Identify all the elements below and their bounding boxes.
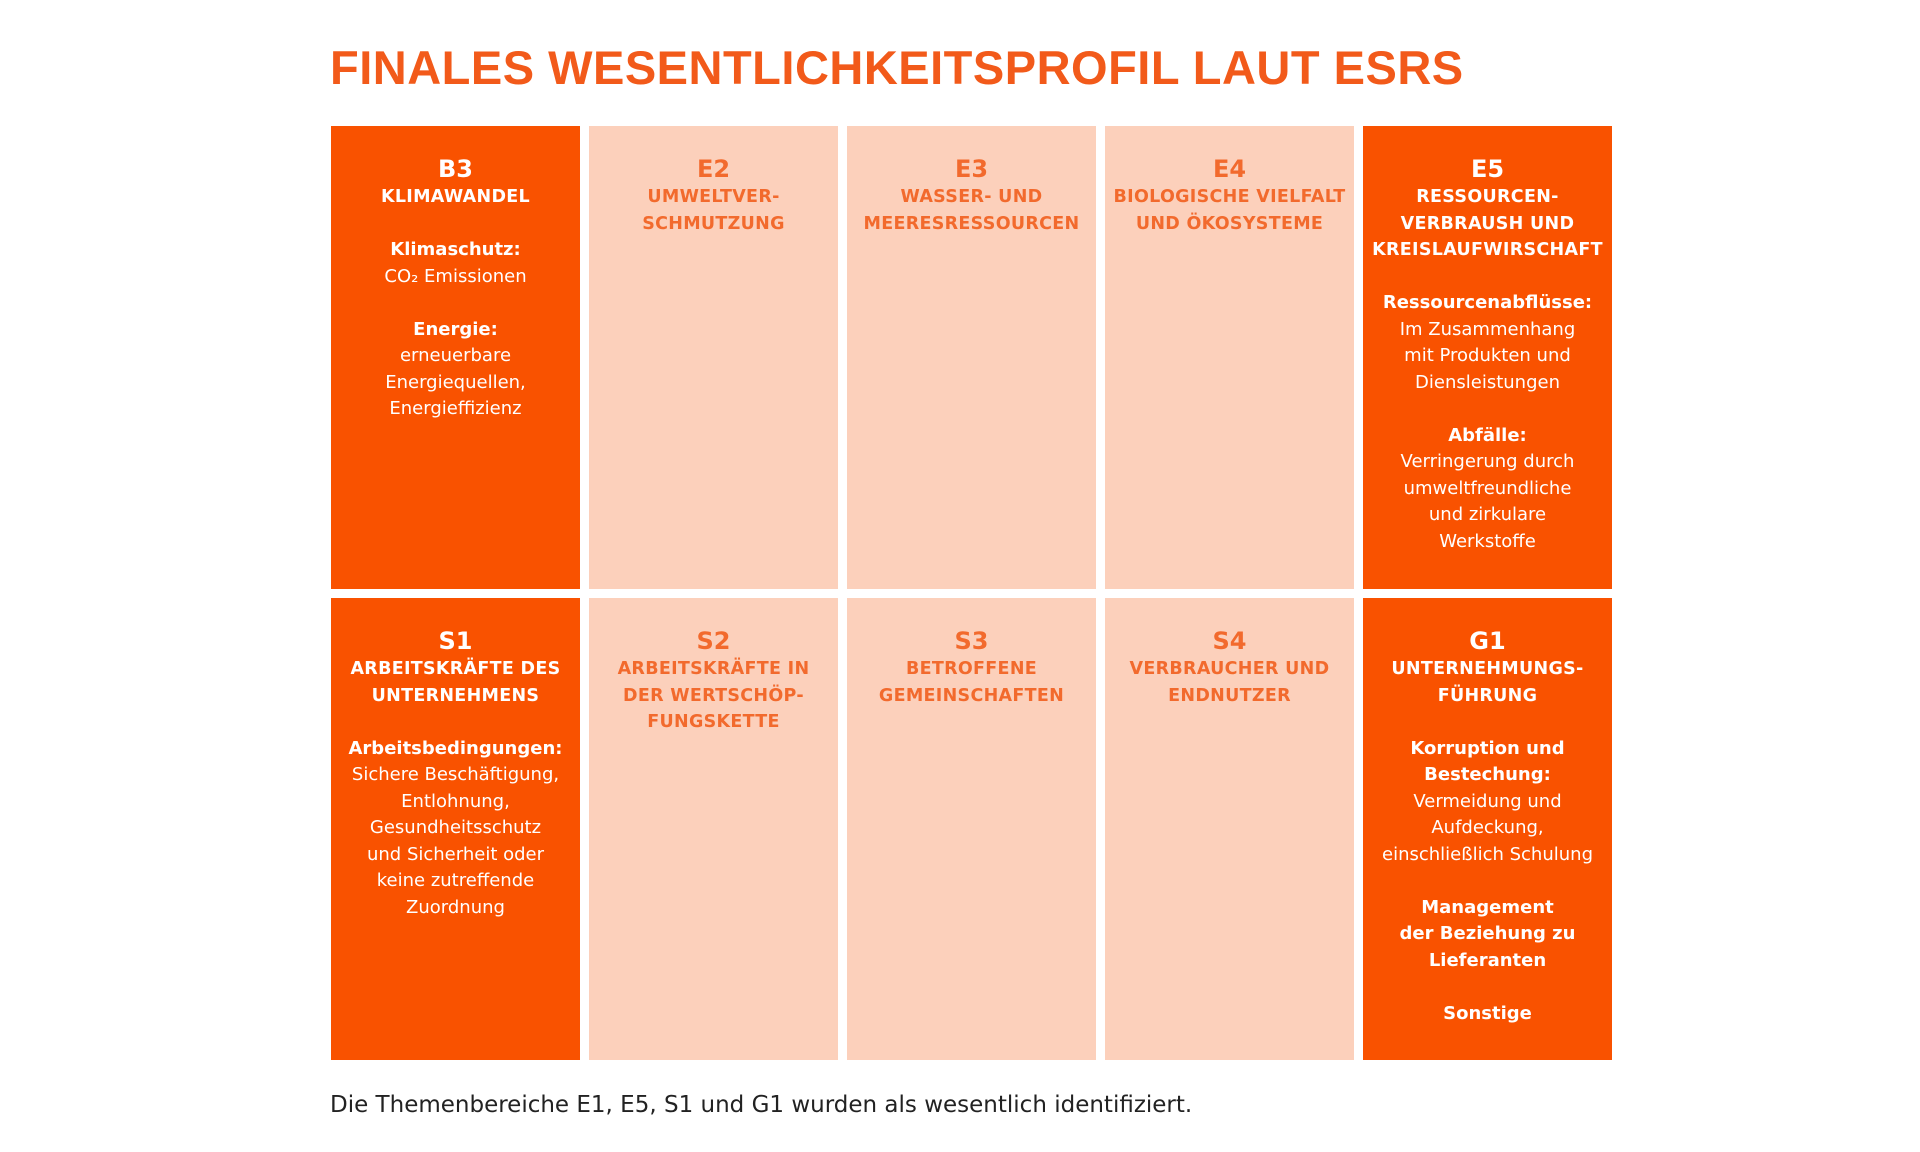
block-heading: Abfälle: xyxy=(1448,424,1527,446)
topic-code: E4 xyxy=(1212,155,1247,183)
block-text: Energieffizienz xyxy=(389,398,522,419)
block-heading: Korruption und xyxy=(1410,737,1565,759)
topic-title: WASSER- UND xyxy=(900,187,1043,207)
block-text: Werkstoffe xyxy=(1439,530,1536,552)
block-heading: der Beziehung zu xyxy=(1399,923,1576,944)
topic-code: S3 xyxy=(954,627,989,655)
topic-title: KREISLAUFWIRSCHAFT xyxy=(1372,240,1603,260)
block-heading: Klimaschutz: xyxy=(390,239,521,260)
block-heading: Ressourcenabflüsse: xyxy=(1382,292,1593,313)
topic-cell: G1 UNTERNEHMUNGS- FÜHRUNG Korruption und Bes… xyxy=(1363,598,1612,1060)
topic-title: ARBEITSKRÄFTE DES xyxy=(350,659,561,679)
block-heading: Energie: xyxy=(413,318,498,340)
topic-block: Ressourcenabflüsse: Im Zusammenhang mit Pr… xyxy=(1363,290,1612,396)
page-title: FINALES WESENTLICHKEITSPROFIL LAUT ESRS xyxy=(330,41,1464,94)
topic-code: E2 xyxy=(696,155,731,183)
topic-cell: S1 ARBEITSKRÄFTE DES UNTERNEHMENS Arbeitsbe… xyxy=(331,598,580,1060)
topic-block: Abfälle: Verringerung durch umweltfreundli… xyxy=(1363,423,1612,556)
topic-title: BIOLOGISCHE VIELFALT xyxy=(1113,187,1346,207)
topic-cell: E5 RESSOURCEN- VERBRAUSH UND KREISLAUFWIRSC… xyxy=(1363,126,1612,589)
topic-title: UNTERNEHMUNGS- xyxy=(1391,659,1584,679)
block-text: Diensleistungen xyxy=(1415,371,1560,393)
block-text: Sichere Beschäftigung, xyxy=(351,764,560,785)
block-text: umweltfreundliche xyxy=(1403,477,1572,499)
topic-title: UNTERNEHMENS xyxy=(371,685,540,706)
block-heading: Management xyxy=(1421,896,1554,918)
block-text: Entlohnung, xyxy=(401,790,510,812)
block-text: Aufdeckung, xyxy=(1431,817,1544,838)
block-heading: Lieferanten xyxy=(1428,949,1547,971)
block-text: und Sicherheit oder xyxy=(366,843,545,865)
topic-title: VERBRAUSH UND xyxy=(1400,213,1575,234)
topic-block: Energie: erneuerbare Energiequellen, Energi… xyxy=(331,317,580,423)
topic-code: E5 xyxy=(1470,155,1505,183)
topic-cell: S2 ARBEITSKRÄFTE IN DER WERTSCHÖP- FUNGSKET… xyxy=(589,598,838,1060)
topic-cell: S4 VERBRAUCHER UND ENDNUTZER xyxy=(1105,598,1354,1060)
topic-title: BETROFFENE xyxy=(905,659,1038,679)
topic-title: KLIMAWANDEL xyxy=(380,187,531,207)
block-text: mit Produkten und xyxy=(1404,345,1571,366)
block-text: keine zutreffende xyxy=(376,870,535,891)
topic-cell: B3 KLIMAWANDEL Klimaschutz: CO₂ Emissionen E… xyxy=(331,126,580,589)
topic-block: Klimaschutz: CO₂ Emissionen xyxy=(331,237,580,290)
topic-cell: E3 WASSER- UND MEERESRESSOURCEN xyxy=(847,126,1096,589)
block-text: Gesundheitsschutz xyxy=(369,817,542,838)
block-text: Energiequellen, xyxy=(385,371,526,393)
block-text: Im Zusammenhang xyxy=(1399,318,1576,340)
topic-title: FUNGSKETTE xyxy=(647,712,780,732)
topic-code: S2 xyxy=(696,627,731,655)
topic-cell: S3 BETROFFENE GEMEINSCHAFTEN xyxy=(847,598,1096,1060)
topic-cell: E2 UMWELTVER- SCHMUTZUNG xyxy=(589,126,838,589)
topic-code: S4 xyxy=(1212,627,1247,655)
topic-title: GEMEINSCHAFTEN xyxy=(878,685,1065,706)
footer-note: Die Themenbereiche E1, E5, S1 und G1 wur… xyxy=(330,1092,1193,1118)
topic-cell: E4 BIOLOGISCHE VIELFALT UND ÖKOSYSTEME xyxy=(1105,126,1354,589)
topic-code: S1 xyxy=(438,627,473,655)
topic-title: ARBEITSKRÄFTE IN xyxy=(617,659,810,679)
topic-title: FÜHRUNG xyxy=(1437,685,1538,706)
topic-code: G1 xyxy=(1469,627,1506,655)
topic-title: RESSOURCEN- xyxy=(1416,187,1559,207)
topic-title: SCHMUTZUNG xyxy=(642,213,785,234)
topic-title: UND ÖKOSYSTEME xyxy=(1135,213,1324,234)
topic-block: Arbeitsbedingungen: Sichere Beschäftigung… xyxy=(331,736,580,922)
block-text: CO₂ Emissionen xyxy=(384,265,527,287)
block-heading: Bestechung: xyxy=(1424,764,1551,785)
block-heading: Sonstige xyxy=(1443,1002,1532,1024)
topic-block: Korruption und Bestechung: Vermeidung und A… xyxy=(1363,736,1612,869)
topic-block: Management der Beziehung zu Lieferanten xyxy=(1363,895,1612,975)
block-text: einschließlich Schulung xyxy=(1382,843,1593,865)
topic-code: E3 xyxy=(954,155,989,183)
block-text: und zirkulare xyxy=(1428,504,1547,525)
block-text: Zuordnung xyxy=(406,896,505,918)
topic-title: VERBRAUCHER UND xyxy=(1129,659,1330,679)
block-text: Verringerung durch xyxy=(1400,451,1575,472)
topic-title: MEERESRESSOURCEN xyxy=(863,213,1080,234)
topic-title: UMWELTVER- xyxy=(647,187,780,207)
topic-block: Sonstige xyxy=(1363,1001,1612,1028)
topic-title: DER WERTSCHÖP- xyxy=(623,685,804,706)
block-text: erneuerbare xyxy=(399,345,512,366)
topic-title: ENDNUTZER xyxy=(1168,685,1291,706)
block-text: Vermeidung und xyxy=(1413,790,1562,812)
topic-code: B3 xyxy=(438,155,473,183)
block-heading: Arbeitsbedingungen: xyxy=(348,737,563,759)
topic-grid: B3 KLIMAWANDEL Klimaschutz: CO₂ Emissionen E… xyxy=(331,126,1612,1060)
